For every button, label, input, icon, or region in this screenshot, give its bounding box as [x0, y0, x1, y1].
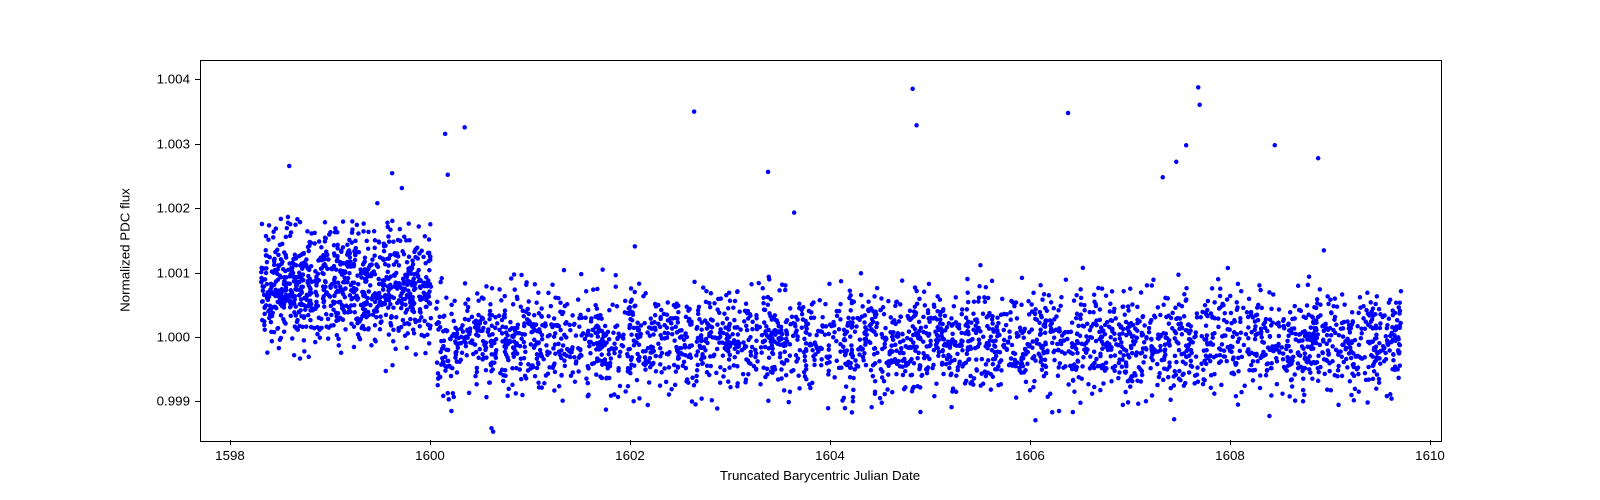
x-axis-label: Truncated Barycentric Julian Date [720, 468, 920, 483]
y-tick-label: 1.000 [157, 329, 190, 344]
scatter-points [201, 61, 1441, 441]
y-tick-label: 0.999 [157, 394, 190, 409]
x-tick [630, 440, 631, 445]
x-tick [230, 440, 231, 445]
x-tick-label: 1598 [215, 448, 245, 463]
y-tick [195, 144, 200, 145]
scatter-marker-path [259, 85, 1403, 434]
y-tick [195, 273, 200, 274]
plot-area [200, 60, 1442, 442]
x-tick [430, 440, 431, 445]
x-tick-label: 1608 [1215, 448, 1245, 463]
y-tick-label: 1.003 [157, 136, 190, 151]
y-tick [195, 79, 200, 80]
x-tick-label: 1604 [815, 448, 845, 463]
x-tick [830, 440, 831, 445]
x-tick [1430, 440, 1431, 445]
x-tick-label: 1600 [415, 448, 445, 463]
y-tick [195, 401, 200, 402]
light-curve-figure: Truncated Barycentric Julian Date Normal… [0, 0, 1600, 500]
x-tick [1230, 440, 1231, 445]
y-tick [195, 208, 200, 209]
y-tick-label: 1.001 [157, 265, 190, 280]
y-tick-label: 1.002 [157, 201, 190, 216]
x-tick-label: 1602 [615, 448, 645, 463]
y-tick-label: 1.004 [157, 72, 190, 87]
x-tick-label: 1606 [1015, 448, 1045, 463]
x-tick [1030, 440, 1031, 445]
y-tick [195, 337, 200, 338]
y-axis-label: Normalized PDC flux [118, 188, 133, 312]
x-tick-label: 1610 [1415, 448, 1445, 463]
